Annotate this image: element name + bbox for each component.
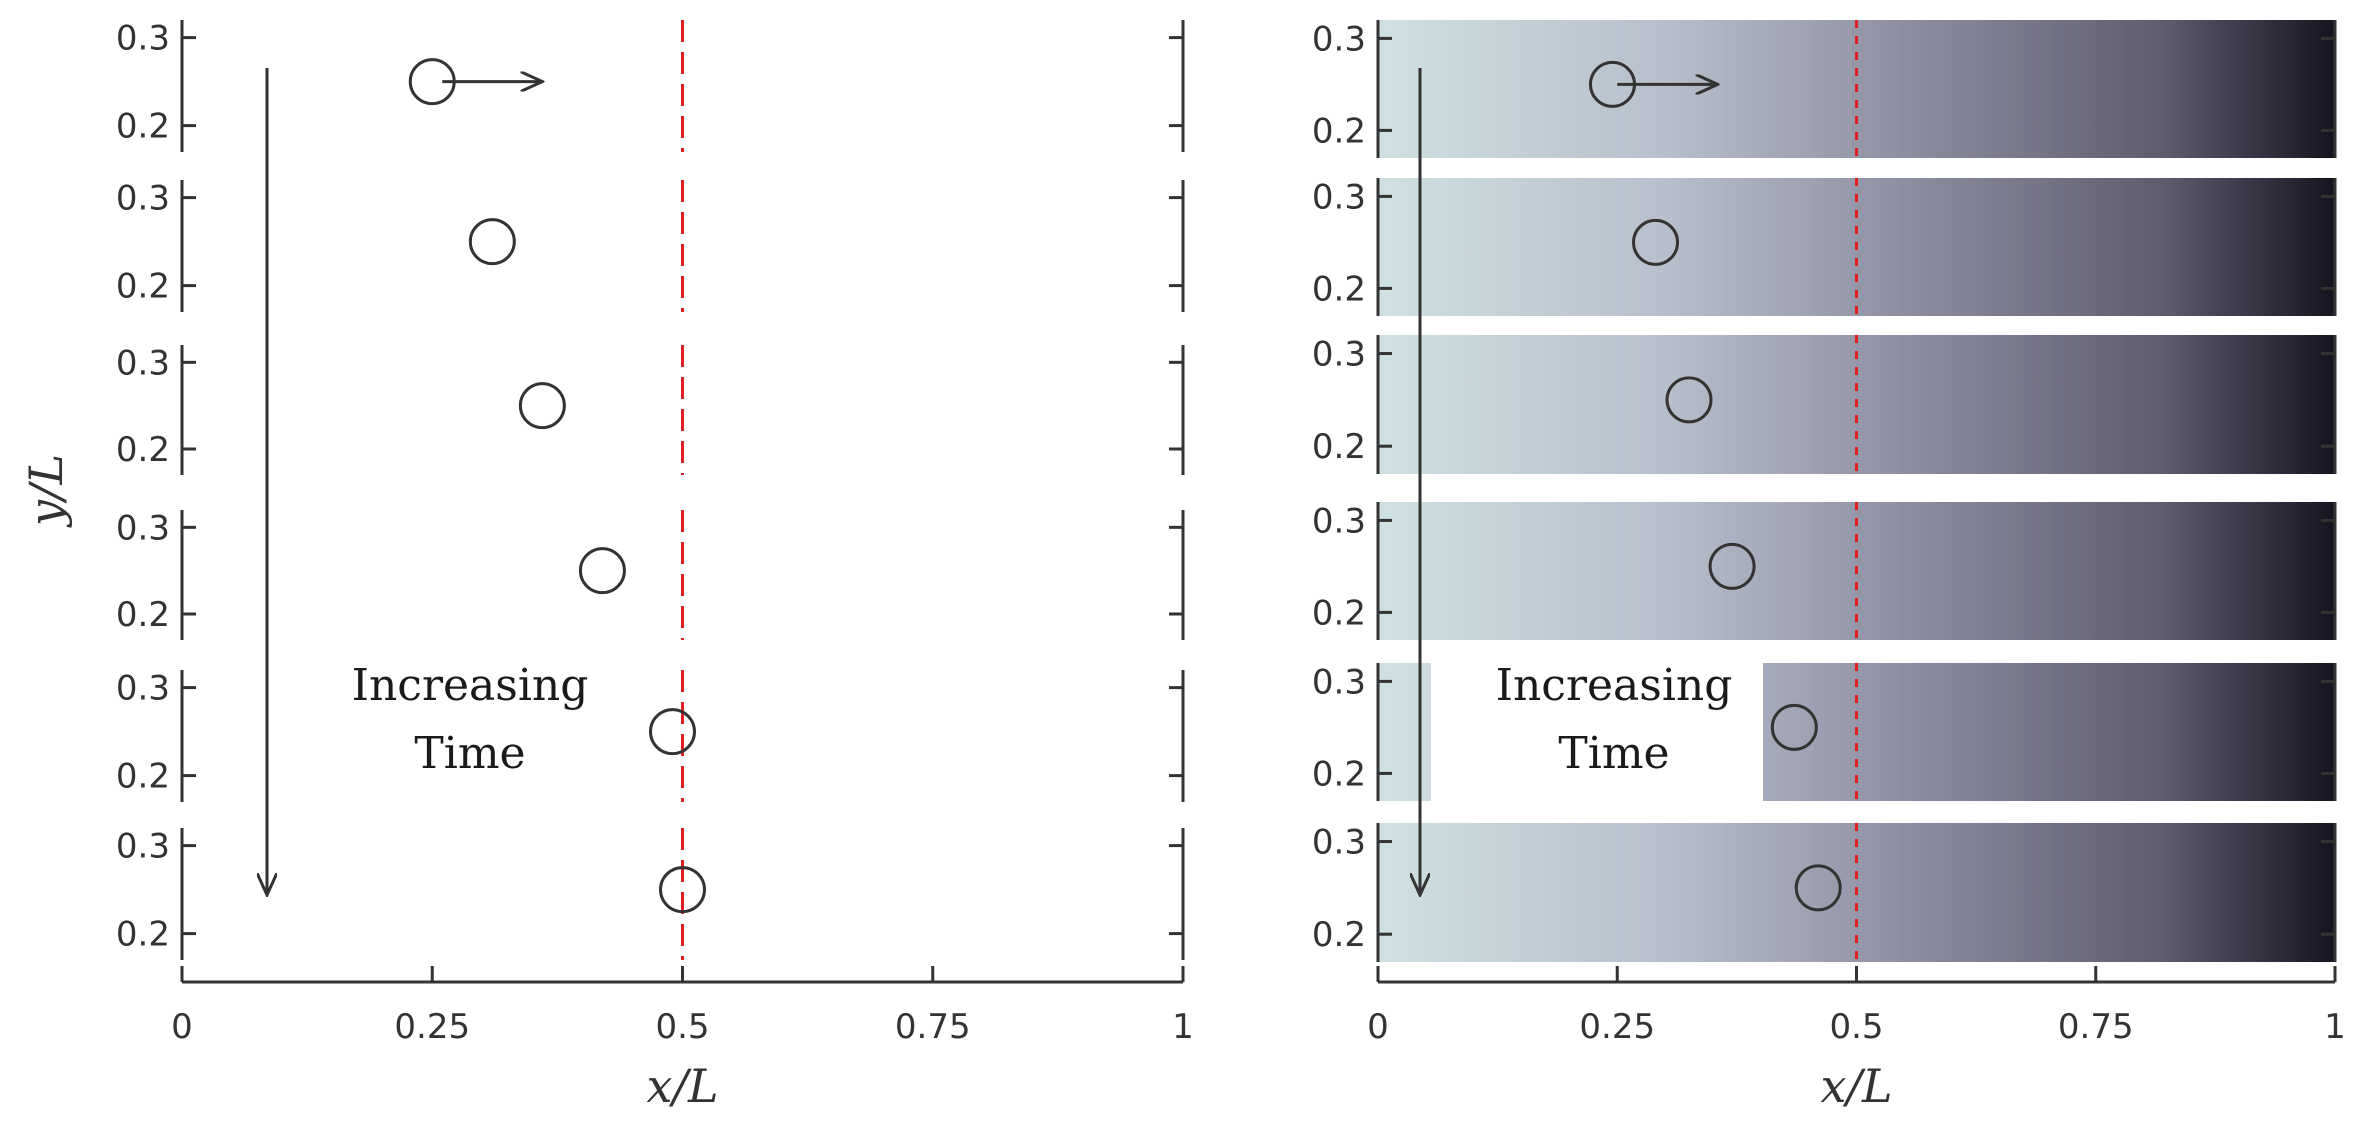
y-tick-label: 0.3 — [116, 827, 170, 867]
particle-marker — [518, 382, 566, 430]
subplot-row-3: 0.2 0.3 — [116, 343, 1185, 475]
subplot-row-6: 0.2 0.3 — [116, 827, 1185, 960]
y-tick-label: 0.2 — [116, 430, 170, 470]
subplot-row-2: 0.2 0.3 — [1312, 177, 2337, 316]
y-axis-label: y/L — [19, 454, 73, 528]
y-tick-label: 0.3 — [1312, 335, 1366, 375]
x-tick-label: 0.25 — [1579, 1007, 1655, 1047]
particle-marker — [1632, 218, 1680, 266]
particle-marker — [578, 547, 626, 595]
y-tick-label: 0.3 — [1312, 177, 1366, 217]
y-tick-label: 0.3 — [1312, 19, 1366, 59]
subplot-row-1: 0.2 0.3 — [1312, 19, 2337, 158]
x-tick-label: 0.75 — [2058, 1007, 2134, 1047]
y-tick-label: 0.2 — [1312, 915, 1366, 955]
y-tick-label: 0.3 — [116, 179, 170, 219]
y-tick-label: 0.2 — [116, 757, 170, 797]
y-tick-label: 0.2 — [1312, 427, 1366, 467]
particle-marker — [648, 708, 696, 756]
annotation-background — [1431, 658, 1763, 806]
annotation-text: Time — [1558, 728, 1669, 779]
subplot-row-5: 0.2 0.3 — [116, 669, 1185, 802]
subplot-row-1: 0.2 0.3 — [116, 19, 1185, 152]
annotation-text: Time — [414, 728, 525, 779]
x-tick-label: 0.75 — [895, 1007, 971, 1047]
y-tick-label: 0.2 — [1312, 593, 1366, 633]
y-tick-label: 0.2 — [116, 267, 170, 307]
y-tick-label: 0.2 — [1312, 111, 1366, 151]
y-tick-label: 0.3 — [1312, 662, 1366, 702]
x-tick-label: 0.5 — [1829, 1007, 1883, 1047]
x-axis-label: x/L — [647, 1059, 719, 1113]
subplot-row-3: 0.2 0.3 — [1312, 335, 2337, 474]
y-tick-label: 0.2 — [116, 915, 170, 955]
y-tick-label: 0.3 — [116, 343, 170, 383]
particle-marker — [1770, 703, 1818, 751]
y-tick-label: 0.2 — [116, 595, 170, 635]
left-panel: 0.2 0.3 0.2 0.3 0.2 0.3 0.2 0.3 0.2 0.3 0.2 0.3 Incr… — [19, 19, 1194, 1113]
x-tick-label: 1 — [2324, 1007, 2346, 1047]
subplot-row-6: 0.2 0.3 — [1312, 823, 2337, 962]
right-panel: 0.2 0.3 0.2 0.3 0.2 0.3 0.2 0.3 0.2 0.3 0.2 0.3 Incr… — [1312, 19, 2346, 1113]
y-tick-label: 0.3 — [116, 19, 170, 59]
subplot-row-4: 0.2 0.3 — [1312, 501, 2337, 640]
y-tick-label: 0.2 — [116, 107, 170, 147]
y-tick-label: 0.2 — [1312, 754, 1366, 794]
x-tick-label: 0 — [171, 1007, 193, 1047]
y-tick-label: 0.3 — [1312, 823, 1366, 863]
x-tick-label: 0 — [1367, 1007, 1389, 1047]
particle-marker — [1665, 376, 1713, 424]
x-tick-label: 1 — [1172, 1007, 1194, 1047]
particle-marker — [659, 866, 706, 914]
subplot-row-2: 0.2 0.3 — [116, 179, 1185, 312]
y-tick-label: 0.2 — [1312, 269, 1366, 309]
particle-marker — [1708, 542, 1756, 590]
particle-marker — [468, 218, 516, 266]
y-tick-label: 0.3 — [116, 669, 170, 709]
x-tick-label: 0.5 — [655, 1007, 709, 1047]
y-tick-label: 0.3 — [1312, 501, 1366, 541]
annotation-text: Increasing — [352, 660, 589, 711]
particle-marker — [1794, 864, 1842, 912]
y-tick-label: 0.3 — [116, 508, 170, 548]
x-tick-label: 0.25 — [394, 1007, 470, 1047]
annotation-text: Increasing — [1496, 660, 1733, 711]
subplot-row-4: 0.2 0.3 — [116, 508, 1185, 640]
x-axis-label: x/L — [1821, 1059, 1893, 1113]
